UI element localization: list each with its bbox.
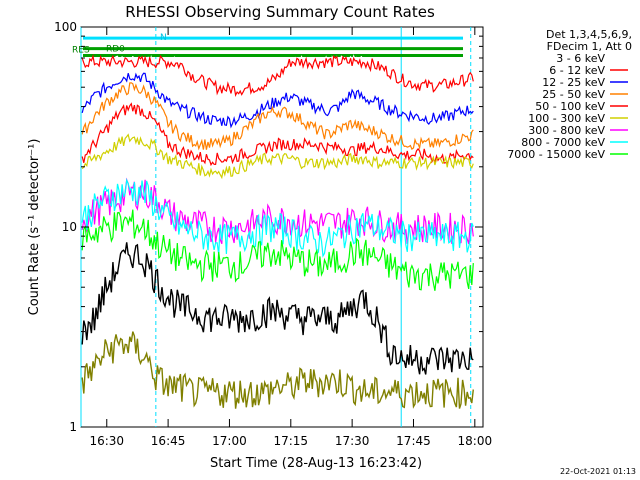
series-group bbox=[81, 54, 474, 409]
plot-area: RD0 N RES bbox=[72, 27, 472, 427]
x-tick-label: 17:00 bbox=[212, 434, 247, 448]
legend-label: 50 - 100 keV bbox=[535, 100, 605, 113]
x-tick-label: 18:00 bbox=[458, 434, 493, 448]
legend-header: FDecim 1, Att 0 bbox=[547, 40, 632, 53]
series-line bbox=[81, 82, 474, 151]
legend-label: 300 - 800 keV bbox=[528, 124, 605, 137]
x-tick-label: 16:30 bbox=[89, 434, 124, 448]
series-line bbox=[81, 331, 474, 409]
footer-date: 22-Oct-2021 01:13 bbox=[560, 467, 636, 476]
series-line bbox=[81, 72, 474, 129]
x-tick-label: 17:15 bbox=[273, 434, 308, 448]
axes: 1 10 100 16:30 16:45 17:00 17:15 17:30 17:45 18:0… bbox=[54, 20, 492, 448]
legend-label: 100 - 300 keV bbox=[528, 112, 605, 125]
y-tick-label: 100 bbox=[54, 20, 77, 34]
series-line bbox=[81, 133, 474, 180]
legend-label: 12 - 25 keV bbox=[542, 76, 605, 89]
y-tick-label: 10 bbox=[62, 220, 77, 234]
series-line bbox=[81, 242, 474, 375]
legend-label: 6 - 12 keV bbox=[549, 64, 605, 77]
annotation-label: RES bbox=[72, 46, 90, 56]
y-tick-label: 1 bbox=[69, 420, 77, 434]
x-axis-label: Start Time (28-Aug-13 16:23:42) bbox=[210, 456, 422, 471]
chart-title: RHESSI Observing Summary Count Rates bbox=[125, 3, 435, 21]
legend-label: 25 - 50 keV bbox=[542, 88, 605, 101]
y-axis-label: Count Rate (s⁻¹ detector⁻¹) bbox=[27, 139, 42, 316]
x-tick-label: 16:45 bbox=[151, 434, 186, 448]
annotation-label: N bbox=[160, 33, 167, 43]
x-tick-label: 17:30 bbox=[335, 434, 370, 448]
series-line bbox=[81, 178, 474, 258]
legend-label: 3 - 6 keV bbox=[556, 52, 605, 65]
legend: Det 1,3,4,5,6,9,FDecim 1, Att 03 - 6 keV… bbox=[507, 28, 632, 161]
annotation-label: RD0 bbox=[106, 45, 125, 55]
series-line bbox=[81, 102, 474, 167]
series-line bbox=[81, 209, 474, 291]
x-tick-label: 17:45 bbox=[396, 434, 431, 448]
series-line bbox=[81, 54, 474, 97]
legend-label: 7000 - 15000 keV bbox=[507, 148, 605, 161]
legend-label: 800 - 7000 keV bbox=[521, 136, 605, 149]
legend-header: Det 1,3,4,5,6,9, bbox=[546, 28, 632, 41]
